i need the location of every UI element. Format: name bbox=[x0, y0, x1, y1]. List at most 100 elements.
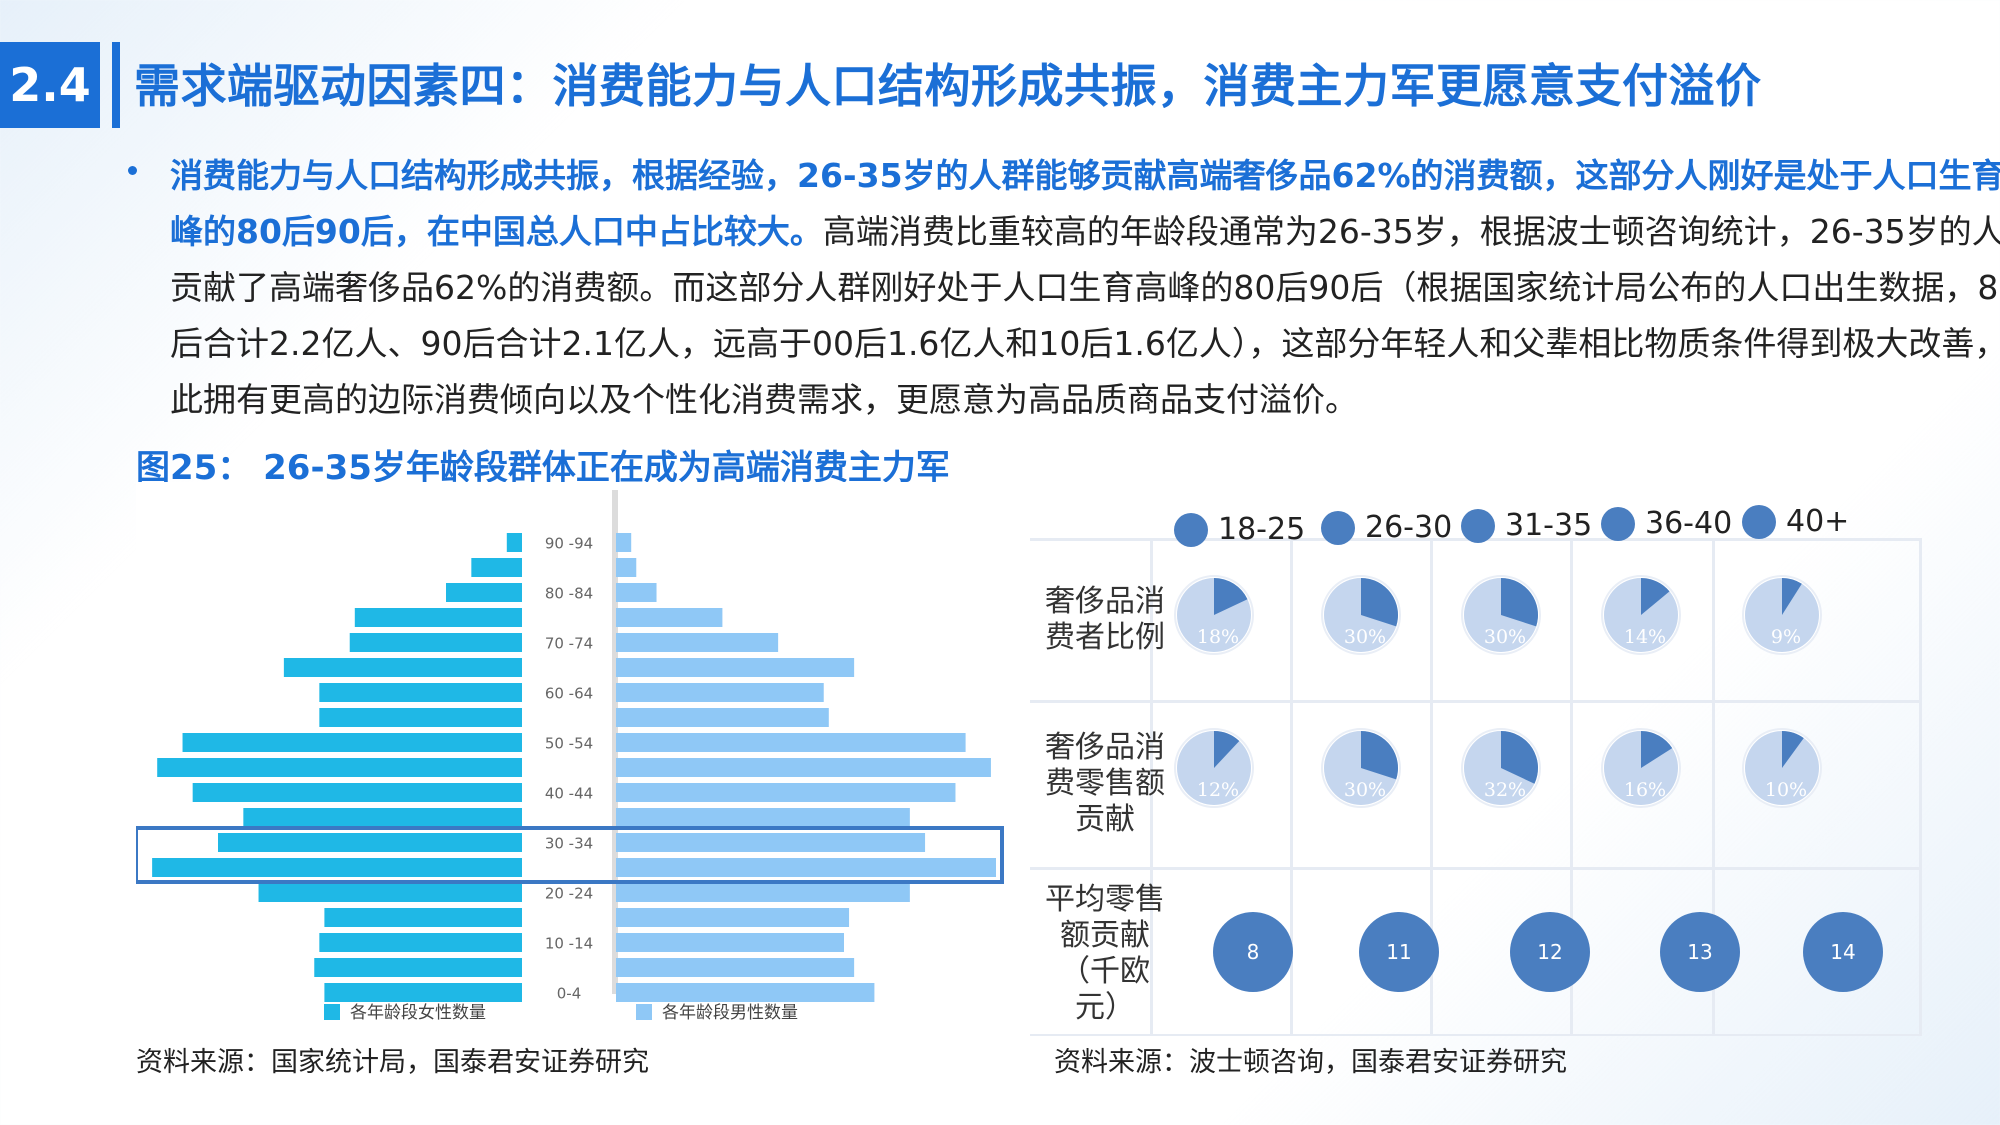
age-tick-label: 0-4 bbox=[557, 985, 582, 1003]
male-bar-70-74 bbox=[616, 633, 779, 652]
legend-label: 36-40 bbox=[1645, 506, 1733, 541]
female-bar-65-69 bbox=[283, 658, 522, 677]
legend-dot-icon bbox=[1321, 510, 1355, 545]
male-bar-40-44 bbox=[616, 783, 956, 802]
grid-line bbox=[1030, 700, 1922, 703]
female-bar-55-59 bbox=[319, 708, 522, 727]
grid-line bbox=[1919, 538, 1922, 1036]
male-bar-65-69 bbox=[616, 658, 855, 677]
grid-line bbox=[1290, 538, 1293, 1036]
source-left: 资料来源：国家统计局，国泰君安证券研究 bbox=[136, 1047, 649, 1078]
bubble-value-label: 14 bbox=[1830, 940, 1855, 964]
source-right: 资料来源：波士顿咨询，国泰君安证券研究 bbox=[1054, 1047, 1567, 1078]
pie-value-label: 16% bbox=[1624, 779, 1666, 801]
row-label-line: 平均零售 bbox=[1045, 882, 1165, 917]
row-label-2: 平均零售 额贡献 （千欧 元） bbox=[1030, 882, 1180, 1026]
avg-retail-bubble-31-35 bbox=[1510, 912, 1590, 992]
paragraph-body: 高端消费比重较高的年龄段通常为26-35岁，根据波士顿咨询统计，26-35岁的人… bbox=[170, 212, 2000, 419]
male-bar-30-34 bbox=[616, 833, 926, 852]
grid-line bbox=[1712, 538, 1715, 1036]
row-label-line: 费零售额 bbox=[1045, 766, 1165, 801]
male-bar-60-64 bbox=[616, 683, 824, 702]
male-bar-55-59 bbox=[616, 708, 829, 727]
pie-slice-18-25 bbox=[1214, 731, 1240, 768]
female-bar-0-4 bbox=[324, 983, 522, 1002]
male-bar-35-39 bbox=[616, 808, 910, 827]
female-bar-10-14 bbox=[319, 933, 522, 952]
grid-line bbox=[1430, 538, 1433, 1036]
pie-value-label: 14% bbox=[1624, 626, 1666, 648]
grid-line bbox=[1030, 867, 1922, 870]
pie-slice-31-35 bbox=[1501, 578, 1538, 627]
female-bar-30-34 bbox=[218, 833, 522, 852]
age-tick-label: 20 -24 bbox=[545, 885, 593, 903]
male-bar-45-49 bbox=[616, 758, 991, 777]
pie-slice-18-25 bbox=[1214, 578, 1248, 615]
avg-retail-bubble-26-30 bbox=[1359, 912, 1439, 992]
male-bar-25-29 bbox=[616, 858, 996, 877]
row-label-line: 奢侈品消 bbox=[1045, 584, 1165, 619]
male-bar-5-9 bbox=[616, 958, 855, 977]
legend-item-26-30: 26-30 bbox=[1321, 510, 1452, 545]
pie-slice-26-30 bbox=[1361, 578, 1398, 627]
pie-value-label: 18% bbox=[1197, 626, 1239, 648]
section-number: 2.4 bbox=[0, 42, 100, 128]
female-bar-80-84 bbox=[446, 583, 522, 602]
highlight-box bbox=[134, 826, 1004, 884]
bubble-value-label: 12 bbox=[1537, 940, 1562, 964]
legend-dot-icon bbox=[1601, 506, 1635, 541]
age-tick-label: 40 -44 bbox=[545, 785, 593, 803]
bullet-icon bbox=[128, 166, 137, 175]
pie-value-label: 12% bbox=[1197, 779, 1239, 801]
row-label-line: 费者比例 bbox=[1045, 620, 1165, 655]
grid-line bbox=[1150, 538, 1153, 1036]
pie-value-label: 32% bbox=[1484, 779, 1526, 801]
age-tick-label: 60 -64 bbox=[545, 685, 593, 703]
age-tick-label: 70 -74 bbox=[545, 635, 593, 653]
pie-slice-26-30 bbox=[1361, 731, 1398, 780]
female-bar-50-54 bbox=[182, 733, 522, 752]
male-bar-20-24 bbox=[616, 883, 910, 902]
female-bar-90-94 bbox=[506, 533, 522, 552]
page-title: 需求端驱动因素四：消费能力与人口结构形成共振，消费主力军更愿意支付溢价 bbox=[134, 59, 1762, 113]
row-label-1: 奢侈品消 费零售额 贡献 bbox=[1030, 730, 1180, 838]
row-label-line: 额贡献 bbox=[1060, 918, 1150, 953]
legend-item-31-35: 31-35 bbox=[1461, 508, 1592, 543]
female-legend-label: 各年龄段女性数量 bbox=[350, 1003, 486, 1023]
row-label-0: 奢侈品消 费者比例 bbox=[1030, 584, 1180, 656]
female-bar-60-64 bbox=[319, 683, 522, 702]
legend-dot-icon bbox=[1461, 508, 1495, 543]
title-divider bbox=[112, 42, 120, 128]
age-tick-label: 90 -94 bbox=[545, 535, 593, 553]
legend-item-40+: 40+ bbox=[1742, 504, 1849, 539]
pie-value-label: 9% bbox=[1771, 626, 1801, 648]
male-bar-50-54 bbox=[616, 733, 966, 752]
bubble-value-label: 8 bbox=[1247, 940, 1260, 964]
pie-grid-chart: 18% 30% 30% 14% 9% 12% 30% 32% 16% 10% 8 11 12 13 14 bbox=[1030, 538, 1922, 1036]
population-pyramid-panel: 0-4 10 -14 20 -24 30 -34 40 -44 50 -54 60 -64 7… bbox=[134, 482, 1030, 1036]
female-bar-85-89 bbox=[471, 558, 522, 577]
paragraph-highlight: 消费能力与人口结构形成共振，根据经验，26-35岁的人群能够贡献高端奢侈品62%… bbox=[170, 156, 2000, 251]
legend-item-18-25: 18-25 bbox=[1174, 512, 1305, 547]
male-bar-10-14 bbox=[616, 933, 844, 952]
male-bar-80-84 bbox=[616, 583, 657, 602]
pie-slice-36-40 bbox=[1641, 731, 1673, 768]
age-tick-label: 10 -14 bbox=[545, 935, 593, 953]
avg-retail-bubble-18-25 bbox=[1213, 912, 1293, 992]
avg-retail-bubble-36-40 bbox=[1660, 912, 1740, 992]
female-bar-25-29 bbox=[152, 858, 522, 877]
bubble-value-label: 13 bbox=[1687, 940, 1712, 964]
population-pyramid-chart: 0-4 10 -14 20 -24 30 -34 40 -44 50 -54 60 -64 7… bbox=[134, 490, 1004, 1023]
grid-line bbox=[1570, 538, 1573, 1036]
male-bar-0-4 bbox=[616, 983, 875, 1002]
female-bar-75-79 bbox=[354, 608, 522, 627]
male-bar-90-94 bbox=[616, 533, 632, 552]
legend-item-36-40: 36-40 bbox=[1601, 506, 1732, 541]
row-label-line: 元） bbox=[1075, 990, 1135, 1025]
pie-slice-36-40 bbox=[1641, 578, 1670, 615]
legend-label: 26-30 bbox=[1365, 510, 1453, 545]
pie-slice-40+ bbox=[1782, 731, 1804, 768]
male-bar-85-89 bbox=[616, 558, 637, 577]
female-bar-35-39 bbox=[243, 808, 522, 827]
legend-label: 40+ bbox=[1786, 504, 1850, 539]
